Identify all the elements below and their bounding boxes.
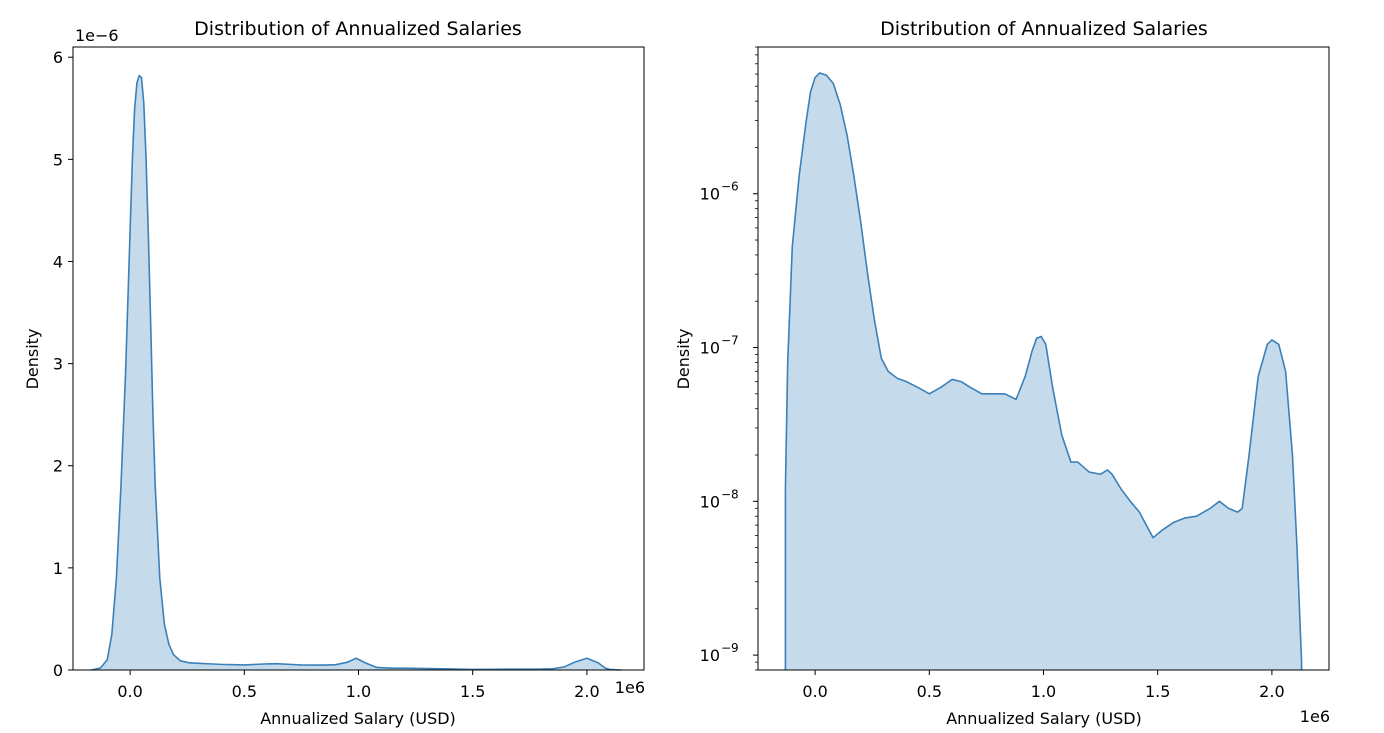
log-density-chart: Distribution of Annualized Salaries 0.0 0… bbox=[674, 18, 1330, 728]
y-tick-label: 0 bbox=[53, 661, 63, 680]
x-axis-label: Annualized Salary (USD) bbox=[946, 709, 1142, 728]
x-tick-label: 1.5 bbox=[1145, 682, 1170, 701]
y-tick-label: 10 bbox=[700, 492, 720, 511]
y-axis-label: Density bbox=[23, 329, 42, 390]
x-tick-label: 2.0 bbox=[1259, 682, 1284, 701]
y-tick-label: 4 bbox=[53, 252, 63, 271]
x-tick-label: 0.5 bbox=[232, 682, 257, 701]
x-tick-label: 0.5 bbox=[917, 682, 942, 701]
y-offset-label: 1e−6 bbox=[75, 26, 119, 45]
density-curve-line bbox=[91, 74, 622, 671]
x-tick-label: 0.0 bbox=[802, 682, 827, 701]
y-tick-label: 10 bbox=[700, 646, 720, 665]
y-tick-exponent: −9 bbox=[721, 641, 739, 655]
x-axis-label: Annualized Salary (USD) bbox=[260, 709, 456, 728]
x-offset-label: 1e6 bbox=[615, 678, 645, 697]
linear-density-chart: Distribution of Annualized Salaries 1e−6… bbox=[23, 18, 645, 728]
y-tick-exponent: −6 bbox=[721, 180, 739, 194]
chart-title: Distribution of Annualized Salaries bbox=[880, 18, 1208, 40]
y-tick-label: 2 bbox=[53, 457, 63, 476]
density-fill-area bbox=[785, 72, 1302, 671]
x-tick-label: 1.0 bbox=[1031, 682, 1056, 701]
y-tick-label: 10 bbox=[700, 339, 720, 358]
chart-title: Distribution of Annualized Salaries bbox=[194, 18, 522, 40]
density-fill-area bbox=[91, 75, 622, 671]
y-tick-label: 3 bbox=[53, 355, 63, 374]
y-tick-exponent: −8 bbox=[721, 487, 739, 501]
x-tick-label: 0.0 bbox=[117, 682, 142, 701]
y-tick-label: 5 bbox=[53, 150, 63, 169]
y-tick-exponent: −7 bbox=[721, 334, 739, 348]
y-axis-label: Density bbox=[674, 329, 693, 390]
y-tick-label: 6 bbox=[53, 48, 63, 67]
x-tick-label: 1.5 bbox=[460, 682, 485, 701]
x-tick-label: 1.0 bbox=[346, 682, 371, 701]
density-curve-line bbox=[784, 72, 1303, 670]
x-offset-label: 1e6 bbox=[1300, 707, 1330, 726]
y-tick-label: 1 bbox=[53, 559, 63, 578]
y-tick-label: 10 bbox=[700, 185, 720, 204]
x-tick-label: 2.0 bbox=[574, 682, 599, 701]
